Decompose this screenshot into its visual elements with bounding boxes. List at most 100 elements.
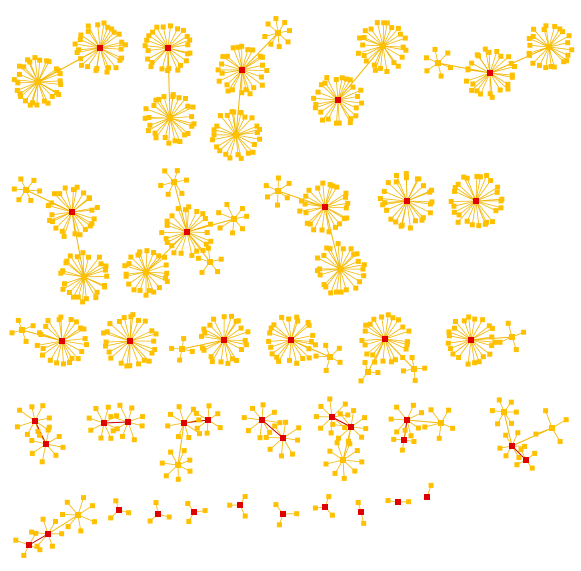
leaf-node <box>231 109 237 115</box>
leaf-node <box>456 212 462 218</box>
leaf-node <box>250 149 256 155</box>
leaf-edge <box>216 134 237 148</box>
hub-link-edge <box>103 421 129 424</box>
leaf-node <box>214 123 220 129</box>
leaf-node <box>318 425 324 431</box>
leaf-node <box>131 287 137 293</box>
leaf-node <box>451 209 457 215</box>
hub-node-red <box>322 204 328 210</box>
leaf-node <box>470 81 476 87</box>
leaf-edge <box>48 205 73 213</box>
leaf-edge <box>120 340 131 364</box>
hub-node <box>143 269 149 275</box>
component-17 <box>14 403 66 465</box>
leaf-edge <box>82 252 85 278</box>
leaf-node <box>360 42 366 48</box>
hub-link-edge <box>241 32 279 71</box>
leaf-edge <box>167 28 178 49</box>
leaf-edge <box>480 72 491 95</box>
leaf-node <box>83 296 89 302</box>
leaf-edge <box>223 339 247 346</box>
leaf-node <box>23 98 28 104</box>
leaf-node <box>296 425 302 431</box>
leaf-edge <box>145 264 167 273</box>
leaf-node <box>276 44 282 50</box>
leaf-node <box>474 173 480 179</box>
leaf-node <box>85 28 91 34</box>
leaf-node <box>145 128 151 134</box>
leaf-edge <box>158 99 171 119</box>
leaf-node <box>142 318 148 324</box>
component-3-edges <box>212 18 290 159</box>
leaf-edge <box>37 80 61 83</box>
leaf-edge <box>99 41 122 49</box>
leaf-node <box>438 73 444 79</box>
leaf-node <box>196 417 202 423</box>
leaf-edge <box>186 213 204 233</box>
leaf-edge <box>305 206 326 214</box>
leaf-node <box>65 524 71 530</box>
leaf-edge <box>216 125 237 136</box>
leaf-edge <box>169 117 195 125</box>
leaf-edge <box>129 340 153 354</box>
leaf-edge <box>146 39 169 49</box>
hub-node-red <box>404 417 410 423</box>
leaf-node <box>400 355 406 360</box>
leaf-node <box>227 155 233 161</box>
leaf-edge <box>361 338 386 341</box>
leaf-node <box>355 94 361 99</box>
leaf-node <box>530 34 536 39</box>
leaf-node <box>71 187 76 193</box>
leaf-edge <box>42 340 63 356</box>
leaf-node <box>245 428 251 434</box>
leaf-edge <box>75 43 101 49</box>
leaf-edge <box>290 339 304 359</box>
leaf-node <box>465 66 471 72</box>
leaf-node <box>56 92 62 98</box>
leaf-edge <box>167 47 187 62</box>
leaf-node <box>234 358 240 363</box>
leaf-edge <box>214 129 237 136</box>
leaf-edge <box>103 332 131 342</box>
leaf-node <box>272 423 278 429</box>
leaf-edge <box>83 257 89 278</box>
leaf-node <box>40 346 46 351</box>
leaf-node <box>106 65 111 71</box>
leaf-node <box>194 248 200 254</box>
leaf-edge <box>489 63 512 74</box>
leaf-edge <box>364 338 386 346</box>
component-15 <box>358 312 428 384</box>
leaf-node <box>343 194 348 200</box>
leaf-node <box>327 396 333 402</box>
leaf-node <box>452 188 457 194</box>
leaf-edge <box>488 52 491 74</box>
leaf-edge <box>281 317 292 341</box>
leaf-node <box>370 352 376 358</box>
leaf-node <box>312 105 318 111</box>
leaf-edge <box>237 47 243 71</box>
edges-layer <box>11 18 572 556</box>
leaf-node <box>185 51 191 57</box>
leaf-edge <box>548 42 568 48</box>
leaf-edge <box>336 268 341 293</box>
leaf-node <box>477 174 483 180</box>
hub-node <box>207 259 213 265</box>
component-6-edges <box>14 178 107 302</box>
leaf-node <box>244 213 250 219</box>
leaf-edge <box>324 206 345 219</box>
leaf-node <box>363 426 369 432</box>
leaf-edge <box>155 117 171 139</box>
leaf-node <box>492 339 498 345</box>
leaf-node <box>187 37 193 43</box>
leaf-node <box>108 414 114 420</box>
leaf-node <box>195 255 201 261</box>
leaf-node <box>215 67 221 73</box>
leaf-node <box>422 424 428 430</box>
leaf-node <box>218 256 224 262</box>
leaf-node <box>274 354 280 360</box>
leaf-node <box>145 48 151 54</box>
leaf-edge <box>463 176 477 202</box>
leaf-node <box>199 333 204 339</box>
leaf-edge <box>223 339 246 341</box>
leaf-node <box>313 101 319 107</box>
